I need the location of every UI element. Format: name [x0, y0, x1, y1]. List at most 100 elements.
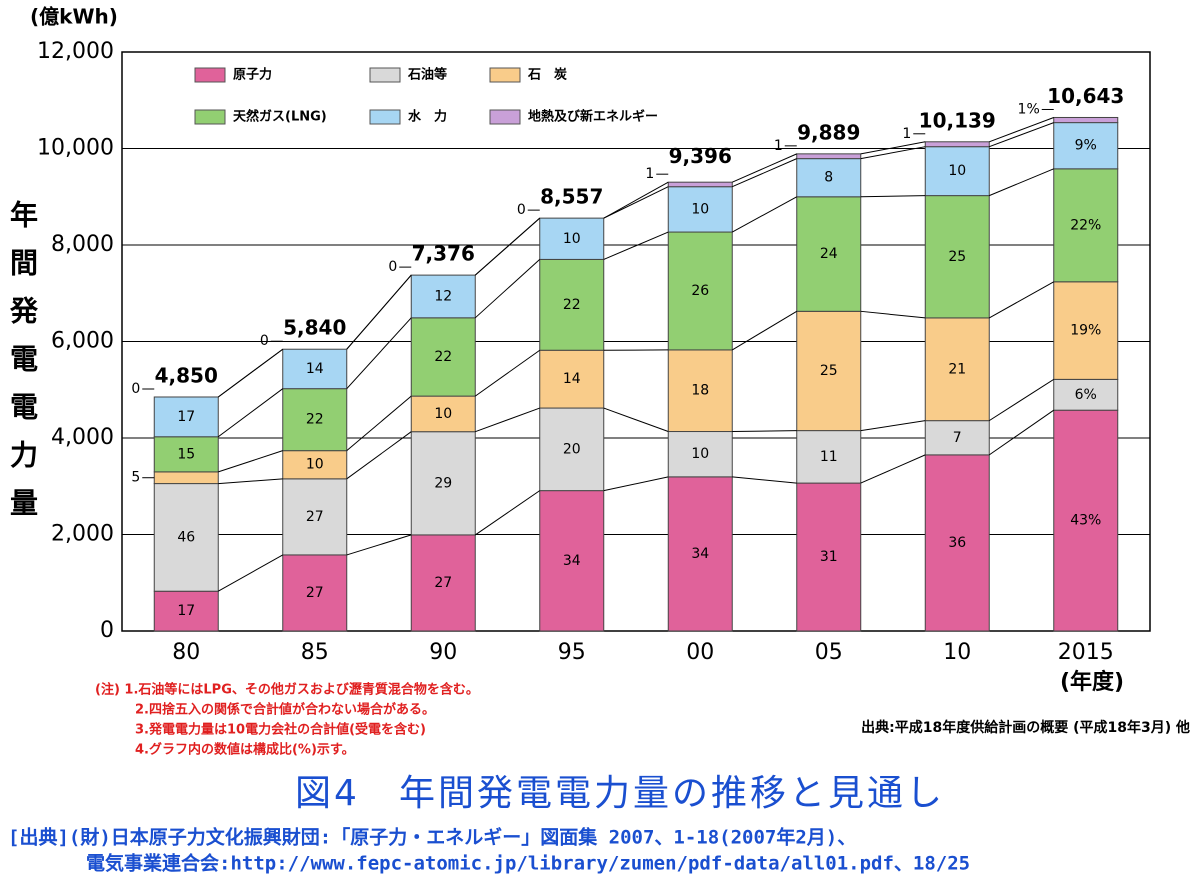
data-label: 22	[306, 412, 324, 428]
x-tick-label: 90	[429, 640, 457, 665]
connector-line	[731, 310, 798, 351]
data-label: 14	[306, 361, 324, 377]
connector-line	[603, 231, 669, 260]
y-tick-label: 4,000	[51, 425, 114, 450]
data-label: 7	[953, 430, 962, 446]
bar-segment	[282, 388, 348, 452]
bar-segment	[796, 482, 862, 632]
data-label: 10	[948, 163, 966, 179]
data-label: 17	[177, 409, 195, 425]
connector-line	[475, 407, 540, 433]
data-label: 10	[691, 201, 709, 217]
data-label: 14	[563, 371, 581, 387]
bar-segment	[924, 141, 990, 148]
connector-line	[989, 122, 1054, 148]
bar-segment	[667, 181, 733, 188]
legend-label: 石 炭	[527, 67, 567, 83]
connector-line	[860, 195, 926, 198]
bar-segment	[410, 274, 476, 319]
connector-line	[346, 534, 412, 556]
connector-line	[603, 186, 669, 219]
data-label: 1%	[1018, 101, 1040, 117]
data-label: 27	[306, 585, 324, 601]
legend-swatch	[489, 109, 521, 125]
bar-segment	[410, 431, 476, 536]
bar-segment	[1053, 409, 1119, 632]
data-label: 18	[691, 383, 709, 399]
bar-segment	[153, 471, 219, 485]
x-tick-label: 95	[558, 640, 586, 665]
connector-line	[860, 310, 926, 319]
data-label: 36	[948, 535, 966, 551]
legend-swatch	[194, 109, 226, 125]
connector-line	[732, 158, 797, 188]
data-label: 10	[434, 406, 452, 422]
bar-segment	[796, 430, 862, 484]
bar-segment	[153, 590, 219, 632]
data-label: 17	[177, 603, 195, 619]
note: 3.発電電力量は10電力会社の合計値(受電を含む)	[135, 722, 426, 738]
data-label: 31	[820, 549, 838, 565]
connector-line	[603, 181, 669, 219]
data-label: 0	[260, 333, 269, 349]
bar-segment	[924, 195, 990, 319]
connector-line	[988, 409, 1055, 456]
data-label: 25	[948, 249, 966, 265]
bar-segment	[796, 153, 862, 160]
data-label: 22	[434, 349, 452, 365]
connector-line	[474, 349, 541, 397]
bar-segment	[796, 310, 862, 432]
x-tick-label: 10	[943, 640, 971, 665]
connector-line	[603, 407, 669, 432]
y-tick-label: 12,000	[37, 39, 114, 64]
legend-label: 石油等	[407, 67, 447, 83]
connector-line	[603, 476, 669, 492]
bar-segment	[1053, 281, 1119, 380]
data-label: 10	[691, 446, 709, 462]
data-label: 26	[691, 283, 709, 299]
bar-segment	[796, 196, 862, 312]
note: 4.グラフ内の数値は構成比(%)示す。	[135, 742, 355, 758]
title: 図4 年間発電電力量の推移と見通し	[295, 773, 945, 814]
bar-segment	[282, 450, 348, 480]
y-axis-title: 年間発電電力量	[6, 200, 39, 536]
bar-segment	[1053, 116, 1119, 124]
connector-line	[218, 478, 283, 485]
bar-segment	[1053, 122, 1119, 170]
bar-segment	[667, 231, 733, 351]
data-label: 8	[824, 170, 833, 186]
connector-line	[732, 476, 797, 484]
x-tick-label: 05	[815, 640, 843, 665]
legend-label: 水 力	[408, 109, 447, 125]
source: 出典:平成18年度供給計画の概要 (平成18年3月) 他	[861, 719, 1190, 736]
data-label: 46	[177, 529, 195, 545]
connector-line	[989, 168, 1054, 197]
connector-line	[989, 117, 1054, 143]
bar-segment	[667, 349, 733, 433]
data-label: 1	[645, 166, 654, 182]
y-tick-label: 8,000	[51, 232, 114, 257]
data-label: 12	[434, 288, 452, 304]
data-label: 6%	[1075, 387, 1097, 403]
legend-swatch	[194, 67, 226, 83]
bar-segment	[539, 258, 605, 351]
data-label: 5	[131, 470, 140, 486]
data-label: 24	[820, 246, 838, 262]
legend-label: 地熱及び新エネルギー	[528, 109, 658, 125]
total-label: 9,889	[797, 120, 860, 144]
data-label: 27	[434, 575, 452, 591]
connector-line	[218, 554, 283, 592]
bar-segment	[153, 396, 219, 438]
connector-line	[346, 274, 412, 350]
data-label: 15	[177, 446, 195, 462]
data-label: 22%	[1070, 217, 1101, 233]
bar-segment	[924, 146, 990, 197]
data-label: 27	[306, 509, 324, 525]
x-tick-label: 2015	[1058, 640, 1114, 665]
connector-line	[989, 281, 1054, 319]
x-tick-label: 00	[686, 640, 714, 665]
data-label: 22	[563, 297, 581, 313]
data-label: 10	[306, 457, 324, 473]
